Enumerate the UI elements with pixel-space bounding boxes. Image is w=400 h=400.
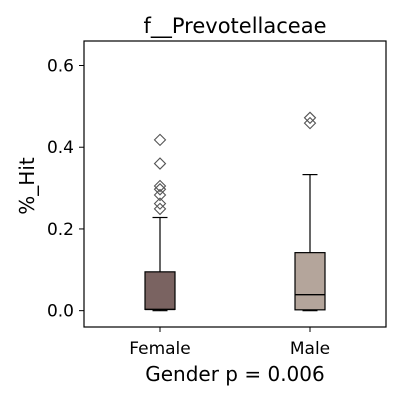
y-axis-label: %_Hit	[15, 157, 39, 215]
plot-frame	[83, 40, 387, 328]
y-tick-label: 0.2	[47, 220, 74, 240]
outlier-point	[153, 188, 167, 202]
y-tick-label: 0.0	[47, 302, 74, 322]
y-tick-label: 0.6	[47, 57, 74, 77]
outlier-point	[303, 116, 317, 130]
chart-title: f__Prevotellaceae	[143, 14, 326, 39]
box-body	[294, 252, 326, 311]
outlier-point	[303, 111, 317, 125]
plot-area: 0.0 0.2 0.4 0.6 Female Male	[47, 40, 387, 359]
x-tick-label: Female	[129, 339, 190, 359]
x-tick-label: Male	[290, 339, 330, 359]
outlier-point	[153, 179, 167, 193]
outlier-point	[153, 197, 167, 210]
outlier-point	[153, 157, 167, 170]
y-tick-label: 0.4	[47, 138, 74, 158]
x-axis-label: Gender p = 0.006	[145, 362, 324, 386]
outlier-point	[153, 202, 167, 216]
outlier-point	[153, 133, 167, 147]
box-body	[144, 271, 176, 311]
